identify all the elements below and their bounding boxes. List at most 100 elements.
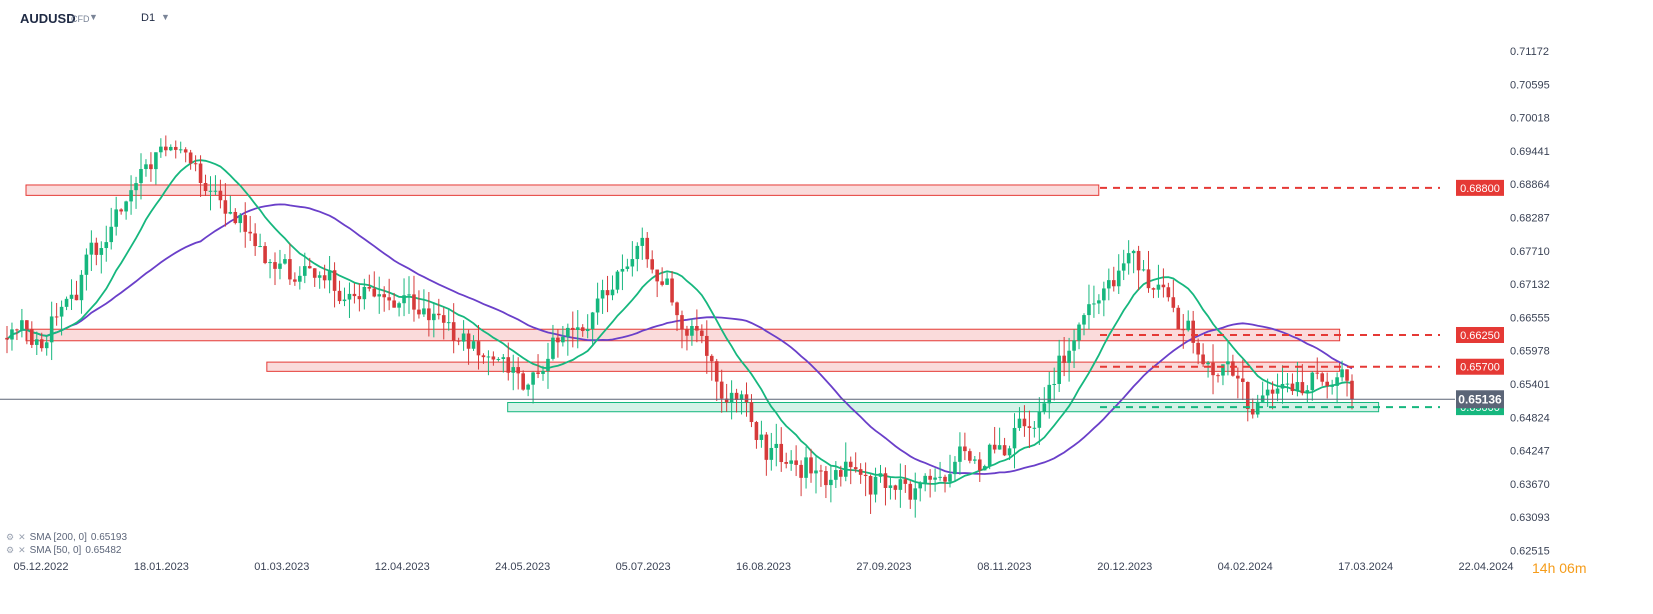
candle-body xyxy=(446,322,451,324)
candle-body xyxy=(377,294,382,297)
y-tick-label: 0.66555 xyxy=(1510,312,1550,324)
candle-body xyxy=(1330,385,1334,387)
candle-body xyxy=(129,190,133,202)
candle-body xyxy=(600,290,605,299)
symbol-label[interactable]: AUDUSD xyxy=(20,11,76,26)
candle-body xyxy=(1335,377,1339,386)
y-tick-label: 0.63670 xyxy=(1510,479,1550,491)
candle-body xyxy=(1221,364,1225,376)
candle-body xyxy=(829,479,833,486)
countdown-minutes: 06m xyxy=(1559,560,1587,576)
settings-icon[interactable]: ⚙ xyxy=(6,545,15,555)
candle-body xyxy=(427,308,431,321)
candle-body xyxy=(213,190,218,192)
candle-body xyxy=(1102,288,1106,301)
candle-body xyxy=(1007,448,1012,456)
candle-body xyxy=(5,337,9,340)
candle-body xyxy=(754,422,759,440)
price-tag-label: 0.66250 xyxy=(1460,330,1500,342)
instrument-type-label: CFD xyxy=(71,14,90,24)
indicator-sma200[interactable]: ⚙ ✕ SMA [200, 0] 0.65193 xyxy=(6,532,127,543)
candle-body xyxy=(203,182,208,191)
candle-body xyxy=(665,278,669,285)
candle-body xyxy=(293,279,297,282)
indicator-sma50[interactable]: ⚙ ✕ SMA [50, 0] 0.65482 xyxy=(6,545,121,556)
candle-body xyxy=(650,259,655,270)
candle-body xyxy=(144,164,148,170)
candle-body xyxy=(1290,383,1295,392)
candle-body xyxy=(1166,287,1171,298)
x-tick-label: 17.03.2024 xyxy=(1338,561,1393,573)
chevron-down-icon[interactable]: ▼ xyxy=(89,12,98,22)
candle-body xyxy=(352,293,357,297)
candle-body xyxy=(749,402,754,423)
candle-body xyxy=(585,329,590,332)
settings-icon[interactable]: ⚙ xyxy=(6,532,15,542)
candle-body xyxy=(208,190,213,192)
candle-body xyxy=(312,268,317,278)
candle-body xyxy=(1211,362,1215,376)
candle-body xyxy=(1250,409,1255,415)
candle-body xyxy=(248,231,252,234)
candle-body xyxy=(168,146,173,151)
candle-body xyxy=(422,308,426,315)
candle-body xyxy=(223,200,228,214)
candle-body xyxy=(1300,382,1305,394)
candle-body xyxy=(412,294,416,310)
candle-body xyxy=(233,211,238,224)
candle-body xyxy=(536,372,540,374)
candle-body xyxy=(858,469,863,475)
candle-body xyxy=(814,470,818,474)
indicator-value: 0.65482 xyxy=(85,545,122,556)
x-tick-label: 24.05.2023 xyxy=(495,561,550,573)
x-tick-label: 12.04.2023 xyxy=(375,561,430,573)
candle-body xyxy=(948,474,952,482)
candle-body xyxy=(327,270,332,281)
current-price-tag xyxy=(1456,390,1504,409)
candle-body xyxy=(1146,269,1151,289)
candle-body xyxy=(868,476,873,495)
candle-body xyxy=(1350,380,1354,400)
candle-body xyxy=(322,275,327,281)
x-tick-label: 27.09.2023 xyxy=(856,561,911,573)
candle-body xyxy=(436,313,441,316)
candle-body xyxy=(690,326,694,336)
y-tick-label: 0.71172 xyxy=(1510,46,1549,58)
candle-body xyxy=(342,299,347,302)
x-tick-label: 04.02.2024 xyxy=(1218,561,1273,573)
candle-body xyxy=(337,290,342,302)
candle-body xyxy=(74,294,79,301)
candle-body xyxy=(387,297,391,301)
candle-body xyxy=(1171,297,1176,308)
candle-body xyxy=(54,316,59,318)
chevron-down-icon[interactable]: ▼ xyxy=(161,12,170,22)
candle-body xyxy=(863,474,868,477)
candle-body xyxy=(590,312,595,330)
candle-body xyxy=(59,306,64,317)
candle-body xyxy=(1072,340,1076,351)
close-icon[interactable]: ✕ xyxy=(18,532,26,542)
candle-body xyxy=(1241,378,1245,382)
candle-body xyxy=(1121,263,1126,271)
candle-body xyxy=(1245,381,1250,410)
candle-body xyxy=(1131,250,1136,254)
candle-body xyxy=(958,446,962,462)
candle-body xyxy=(198,163,203,183)
timeframe-label[interactable]: D1 xyxy=(141,12,156,24)
candle-body xyxy=(566,327,570,337)
candle-body xyxy=(580,327,585,332)
candle-countdown: 14h 06m xyxy=(1532,560,1586,576)
candle-body xyxy=(1265,389,1270,396)
candle-body xyxy=(1082,315,1086,325)
candle-body xyxy=(491,356,496,360)
candle-body xyxy=(1226,361,1230,365)
close-icon[interactable]: ✕ xyxy=(18,545,26,555)
y-tick-label: 0.70018 xyxy=(1510,113,1550,125)
candle-body xyxy=(193,163,198,165)
candle-body xyxy=(610,289,615,296)
candle-body xyxy=(570,327,575,330)
candle-body xyxy=(30,329,34,345)
candle-body xyxy=(531,372,535,385)
